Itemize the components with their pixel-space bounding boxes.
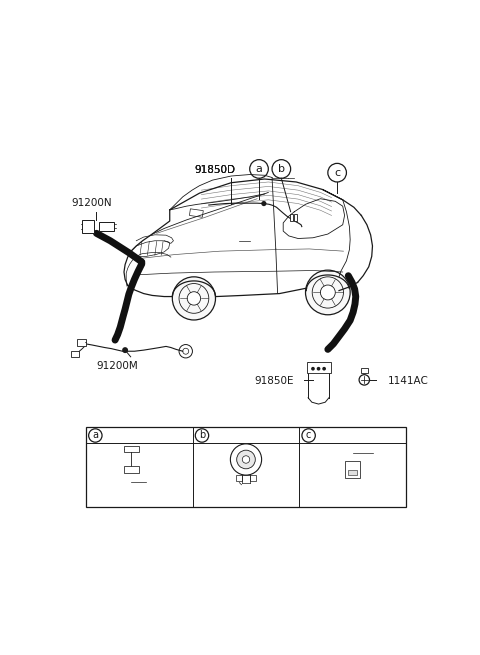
Bar [348, 470, 357, 476]
Circle shape [348, 449, 357, 458]
Text: 13396: 13396 [374, 449, 400, 458]
Circle shape [261, 201, 266, 206]
Bar [294, 214, 297, 221]
Circle shape [122, 347, 128, 353]
Bar [71, 351, 79, 357]
Text: 91850D: 91850D [194, 165, 235, 176]
Text: a: a [92, 430, 98, 441]
Bar [190, 209, 204, 217]
Text: 91200M: 91200M [97, 360, 139, 371]
Text: c: c [306, 430, 312, 441]
Bar [307, 362, 331, 373]
Circle shape [321, 285, 335, 300]
Circle shape [172, 277, 216, 320]
Circle shape [311, 367, 315, 371]
Bar [251, 475, 256, 481]
Bar [360, 367, 368, 373]
Text: 1141AC: 1141AC [387, 376, 428, 386]
Bar [124, 466, 139, 473]
Text: c: c [334, 168, 340, 178]
Text: 1327AC: 1327AC [241, 486, 274, 495]
Text: b: b [199, 430, 205, 441]
Circle shape [305, 270, 350, 315]
Circle shape [230, 444, 262, 475]
Bar [99, 222, 114, 231]
Text: a: a [255, 164, 263, 174]
Bar [83, 220, 94, 233]
Circle shape [187, 291, 201, 305]
Text: 91850D: 91850D [194, 165, 235, 176]
Text: 91850E: 91850E [254, 376, 294, 386]
Bar [86, 428, 406, 508]
Circle shape [359, 375, 370, 385]
Bar [290, 214, 293, 221]
Bar [345, 460, 360, 478]
Text: 91850D: 91850D [194, 165, 235, 176]
Circle shape [317, 367, 321, 371]
Circle shape [128, 478, 135, 486]
Text: 91200N: 91200N [72, 198, 112, 208]
Circle shape [237, 450, 255, 469]
Circle shape [242, 456, 250, 463]
Bar [124, 445, 139, 453]
Bar [236, 475, 241, 481]
Text: b: b [278, 164, 285, 174]
Text: 1141AC: 1141AC [147, 477, 180, 487]
Circle shape [322, 367, 326, 371]
Bar [77, 339, 86, 346]
